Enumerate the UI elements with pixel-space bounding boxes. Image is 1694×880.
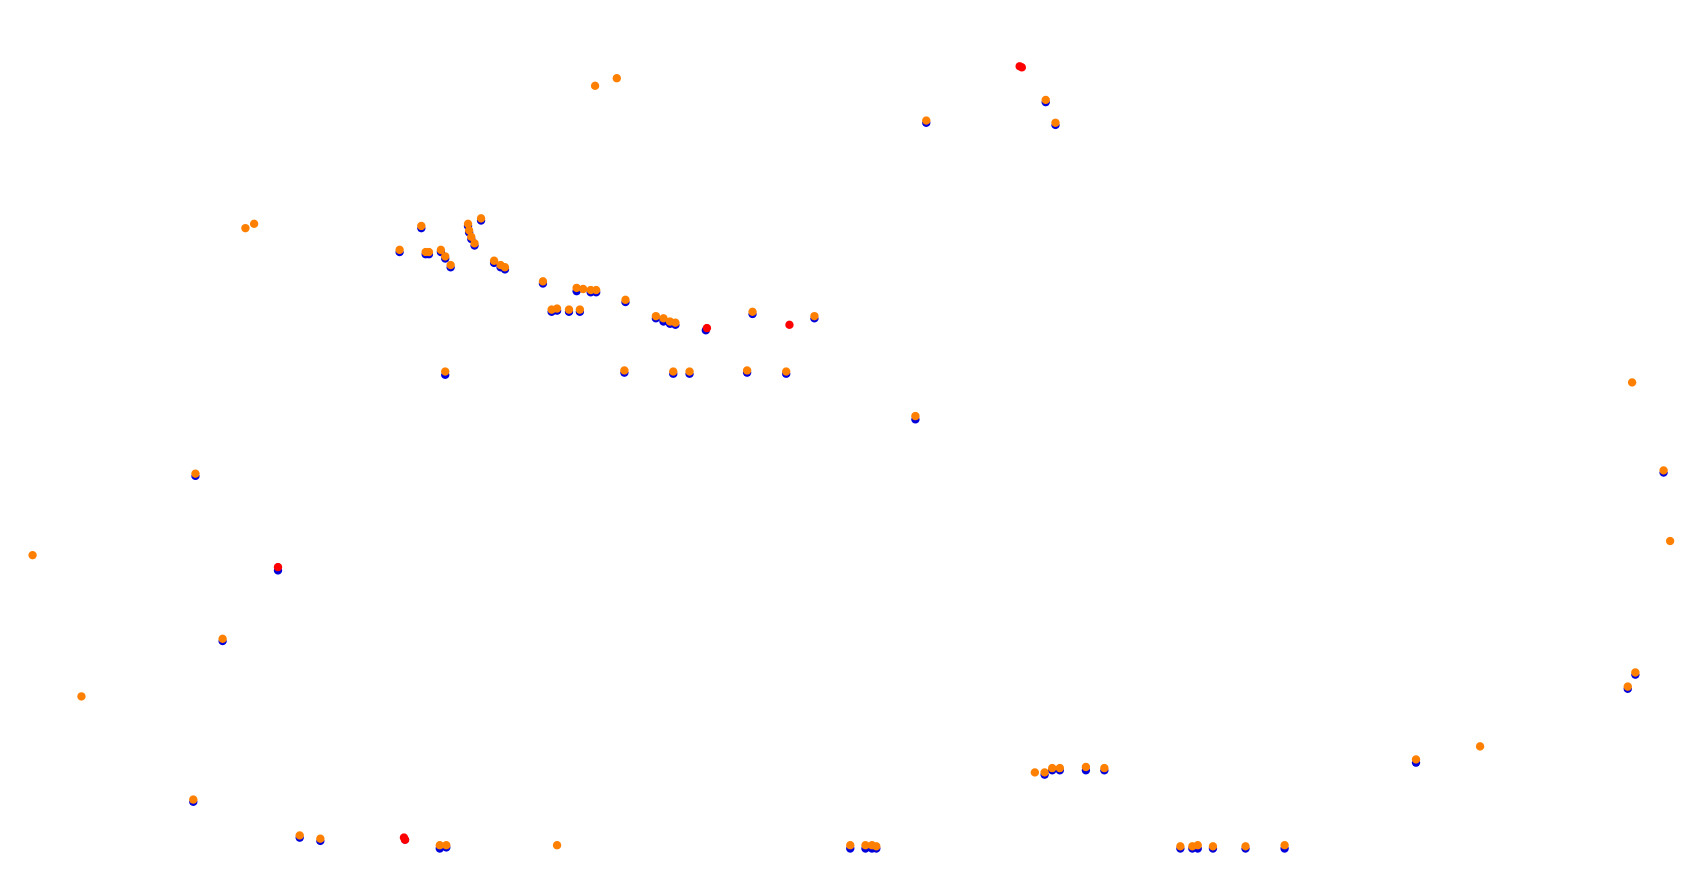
point <box>781 367 791 376</box>
point <box>612 74 621 83</box>
point <box>1241 842 1250 851</box>
point <box>295 831 304 840</box>
point <box>671 318 680 327</box>
point <box>489 256 499 265</box>
point <box>1017 63 1027 72</box>
point <box>748 307 757 317</box>
point <box>470 239 479 248</box>
point-series <box>273 62 1027 845</box>
point <box>1041 95 1050 105</box>
point <box>552 841 562 850</box>
point <box>218 634 227 644</box>
point <box>846 841 855 850</box>
point <box>669 367 678 376</box>
point <box>1030 768 1040 777</box>
point <box>441 367 450 376</box>
point <box>417 221 426 231</box>
point <box>620 366 629 375</box>
point-series <box>189 97 1668 853</box>
point <box>591 285 601 295</box>
point <box>395 245 404 255</box>
point <box>1100 763 1109 773</box>
point <box>590 81 600 91</box>
point <box>1627 378 1637 387</box>
point-series <box>28 74 1675 851</box>
point <box>651 311 661 321</box>
point <box>446 260 455 270</box>
point <box>1040 768 1049 777</box>
point <box>77 692 86 701</box>
point <box>1280 841 1289 850</box>
point <box>467 232 476 242</box>
point <box>1631 668 1640 677</box>
point <box>1665 536 1675 546</box>
point <box>872 842 881 851</box>
point <box>578 284 588 294</box>
point <box>621 295 630 305</box>
point <box>1475 742 1485 751</box>
point <box>424 247 434 257</box>
point <box>1623 682 1632 691</box>
point <box>575 305 585 314</box>
point <box>191 469 200 478</box>
point <box>463 219 473 229</box>
point <box>441 252 450 261</box>
point <box>659 314 668 323</box>
point <box>241 223 250 233</box>
point <box>685 367 694 376</box>
point <box>249 219 259 229</box>
point <box>273 562 283 572</box>
point <box>1051 118 1060 127</box>
point <box>922 116 931 125</box>
point <box>810 311 819 321</box>
point <box>436 245 446 255</box>
point <box>476 214 486 223</box>
point <box>435 841 444 850</box>
point <box>702 323 712 333</box>
point <box>500 263 510 272</box>
point <box>1193 841 1202 850</box>
point <box>1659 466 1668 475</box>
point <box>1411 755 1421 764</box>
point <box>1208 842 1218 851</box>
point <box>1055 763 1065 773</box>
point <box>785 320 794 330</box>
point <box>742 366 752 375</box>
point <box>861 841 870 850</box>
point <box>464 226 474 235</box>
point <box>1176 842 1185 851</box>
point <box>189 795 198 804</box>
point <box>28 550 37 560</box>
point <box>552 304 562 313</box>
point <box>538 277 548 286</box>
point <box>399 833 409 842</box>
point <box>442 841 451 850</box>
point <box>1081 762 1091 772</box>
point <box>572 283 581 293</box>
point <box>911 411 920 421</box>
point <box>316 834 325 843</box>
point <box>1048 763 1057 773</box>
point <box>564 305 574 314</box>
